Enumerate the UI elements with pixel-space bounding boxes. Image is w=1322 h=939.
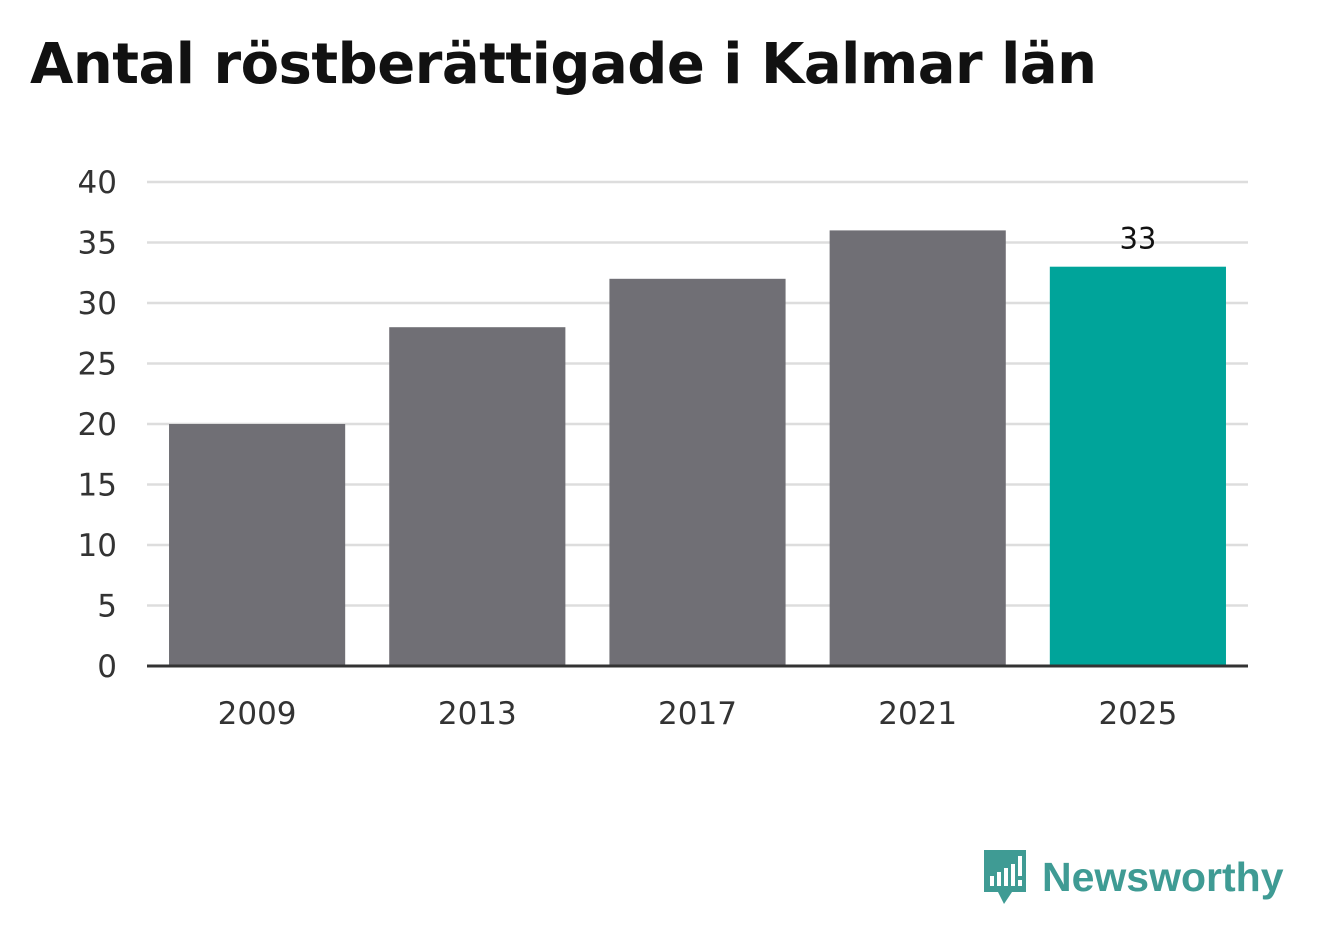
x-tick-label: 2025 <box>1098 696 1177 732</box>
x-tick-label: 2013 <box>438 696 517 732</box>
chart-title: Antal röstberättigade i Kalmar län <box>30 32 1097 97</box>
bar <box>169 424 346 666</box>
x-tick-label: 2017 <box>658 696 737 732</box>
x-tick-label: 2009 <box>218 696 297 732</box>
y-tick-label: 15 <box>78 468 117 504</box>
y-tick-label: 35 <box>78 226 117 262</box>
y-tick-label: 40 <box>78 165 117 201</box>
bar <box>829 230 1006 666</box>
y-tick-label: 30 <box>78 286 117 322</box>
y-tick-label: 10 <box>78 528 117 564</box>
y-tick-label: 0 <box>97 649 117 685</box>
bar <box>1049 266 1226 666</box>
x-tick-label: 2021 <box>878 696 957 732</box>
bar <box>389 327 566 666</box>
bar <box>609 278 786 666</box>
newsworthy-logo-icon <box>984 850 1026 904</box>
data-label: 33 <box>1119 222 1156 256</box>
y-tick-label: 5 <box>97 589 117 625</box>
y-tick-label: 25 <box>78 347 117 383</box>
brand-logo: Newsworthy <box>980 846 1284 908</box>
brand-name: Newsworthy <box>1042 853 1284 900</box>
y-tick-label: 20 <box>78 407 117 443</box>
